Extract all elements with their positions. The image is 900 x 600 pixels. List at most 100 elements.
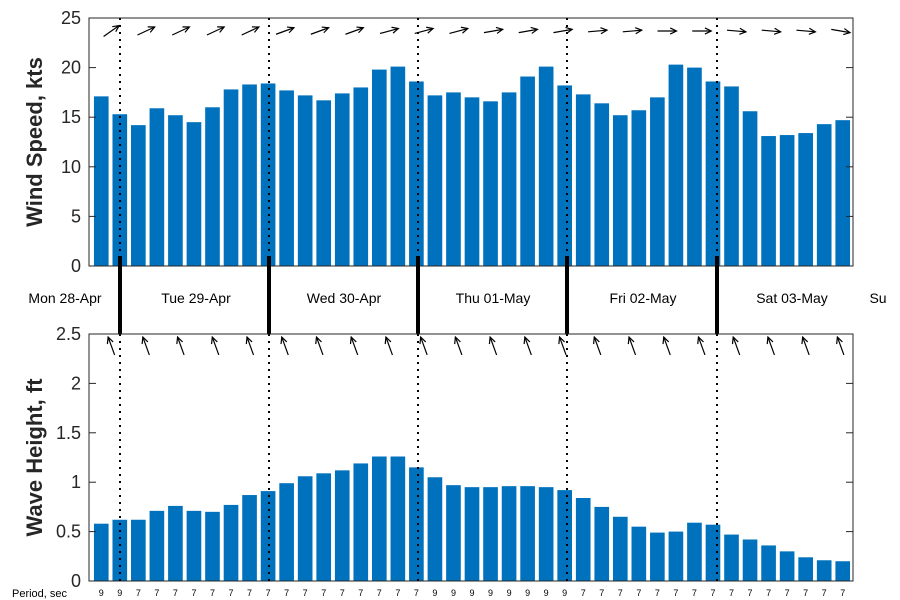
direction-arrow: [345, 26, 365, 35]
bar: [816, 560, 832, 581]
direction-arrow: [414, 26, 435, 35]
bar: [557, 85, 573, 267]
bar: [742, 111, 758, 266]
period-axis-label: Period, sec: [12, 588, 68, 600]
bar: [149, 510, 165, 581]
period-value: 7: [822, 588, 827, 598]
bar: [464, 97, 480, 266]
direction-arrow: [731, 335, 741, 356]
bar: [260, 83, 276, 266]
bar: [557, 490, 573, 581]
y-axis-label: Wave Height, ft: [22, 378, 47, 537]
bar: [816, 124, 832, 266]
bar: [390, 456, 406, 581]
bar: [687, 522, 702, 581]
bar: [687, 67, 702, 266]
bar: [409, 467, 424, 581]
wind-speed-panel: 0 5 10 15 20 25 Wind Speed, kts: [22, 8, 854, 276]
period-value: 7: [266, 588, 271, 598]
period-value: 7: [358, 588, 363, 598]
bar: [483, 101, 498, 266]
period-value: 7: [729, 588, 734, 598]
bar: [835, 561, 851, 581]
y-tick-label: 10: [61, 157, 81, 177]
bar: [353, 87, 369, 266]
direction-arrow: [449, 26, 470, 35]
bar: [798, 133, 813, 266]
direction-arrow: [137, 26, 156, 36]
direction-arrow: [315, 335, 324, 356]
bar: [390, 66, 406, 266]
bar: [798, 557, 813, 581]
period-value: 9: [562, 588, 567, 598]
period-value: 9: [544, 588, 549, 598]
plot-frame: [88, 17, 854, 267]
direction-arrow: [384, 335, 393, 356]
bar: [186, 510, 202, 581]
bar: [316, 100, 332, 266]
bar: [316, 473, 332, 581]
direction-arrow: [796, 27, 817, 35]
bar: [446, 92, 461, 267]
day-label: Thu 01-May: [456, 290, 531, 306]
bar: [779, 551, 795, 581]
bar: [520, 76, 535, 266]
direction-arrow: [592, 335, 602, 356]
period-value: 7: [785, 588, 790, 598]
period-value: 7: [599, 588, 604, 598]
day-label: Sat 03-May: [756, 290, 828, 306]
direction-arrow: [379, 26, 400, 35]
bar: [779, 135, 795, 266]
y-tick-label: 15: [61, 107, 81, 127]
bar: [353, 463, 369, 581]
period-value: 7: [229, 588, 234, 598]
period-value: 7: [247, 588, 252, 598]
day-label: Fri 02-May: [610, 290, 677, 306]
bar: [538, 487, 554, 581]
period-value: 7: [136, 588, 141, 598]
bar: [742, 539, 758, 581]
direction-arrow: [245, 335, 255, 356]
direction-arrow: [627, 335, 637, 356]
direction-arrow: [558, 335, 567, 356]
period-value: 7: [154, 588, 159, 598]
y-tick-label: 25: [61, 8, 81, 28]
direction-arrow: [831, 28, 852, 36]
bar: [761, 136, 776, 266]
bar: [223, 504, 239, 581]
bar: [631, 110, 647, 266]
bar: [334, 93, 350, 266]
period-value: 7: [840, 588, 845, 598]
bar: [501, 92, 517, 267]
direction-arrow: [483, 26, 505, 34]
direction-arrow: [280, 335, 289, 356]
bar: [297, 476, 313, 581]
direction-arrow: [836, 335, 845, 356]
y-axis-label: Wind Speed, kts: [22, 57, 47, 227]
bar: [205, 511, 220, 581]
period-value: 9: [507, 588, 512, 598]
y-tick-label: 0.5: [56, 522, 81, 542]
bar: [260, 491, 276, 581]
bar: [242, 495, 257, 581]
direction-arrow: [206, 26, 226, 36]
direction-arrow: [454, 335, 463, 356]
period-value: 7: [710, 588, 715, 598]
bar: [279, 483, 294, 581]
direction-arrow: [726, 27, 748, 35]
y-tick-label: 2.5: [56, 324, 81, 344]
bar: [131, 519, 146, 581]
direction-arrow: [657, 27, 678, 35]
bar: [297, 95, 313, 266]
bar: [501, 486, 517, 581]
y-tick-label: 1: [71, 472, 81, 492]
direction-arrow: [588, 27, 609, 35]
direction-arrow: [310, 26, 330, 35]
direction-arrow: [518, 26, 539, 34]
day-label: Tue 29-Apr: [161, 290, 231, 306]
bar: [205, 107, 220, 266]
period-value: 7: [377, 588, 382, 598]
period-value: 9: [525, 588, 530, 598]
period-value: 7: [655, 588, 660, 598]
wave-height-panel: 0 0.5 1 1.5 2 2.5 Wave Height, ft 9 9 7 7 7 7 7 7 7 7 7 7 7…: [22, 324, 854, 598]
